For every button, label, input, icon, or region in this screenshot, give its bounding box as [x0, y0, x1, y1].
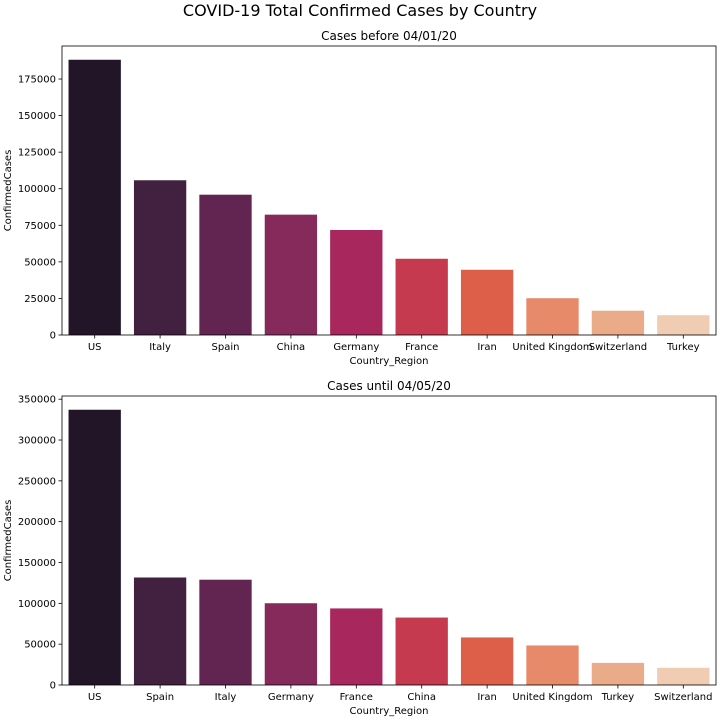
bar-spain — [199, 194, 252, 335]
x-axis-label: Country_Region — [350, 706, 429, 717]
y-tick-label: 75000 — [24, 221, 56, 232]
subplot-title: Cases before 04/01/20 — [321, 29, 457, 43]
x-tick-label: China — [407, 692, 436, 703]
x-tick-label: Switzerland — [654, 692, 712, 703]
x-tick-label: Turkey — [601, 692, 635, 703]
x-tick-label: Italy — [215, 692, 237, 703]
x-tick-label: Turkey — [666, 342, 700, 353]
y-tick-label: 25000 — [24, 294, 56, 305]
y-tick-label: 50000 — [24, 257, 56, 268]
bar-iran — [460, 637, 514, 685]
bar-china — [395, 617, 448, 685]
x-tick-label: Switzerland — [589, 342, 647, 353]
subplot-2: Cases until 04/05/20 0 50000 100000 150000 20… — [3, 379, 717, 717]
y-tick-label: 0 — [50, 331, 56, 342]
x-tick-label: US — [88, 342, 102, 353]
bar-switzerland — [591, 310, 645, 335]
y-tick-label: 200000 — [18, 517, 56, 528]
y-tick-label: 300000 — [18, 436, 56, 447]
x-tick-label: China — [277, 342, 306, 353]
x-tick-label: Italy — [149, 342, 171, 353]
plot-frame — [61, 395, 717, 686]
plot-frame — [61, 45, 717, 336]
bar-iran — [460, 269, 514, 335]
x-tick-label: Iran — [477, 342, 497, 353]
x-tick-label: Iran — [477, 692, 497, 703]
y-tick-label: 150000 — [18, 111, 56, 122]
x-tick-label: Spain — [146, 692, 174, 703]
y-tick-label: 50000 — [24, 640, 56, 651]
y-tick-label: 0 — [50, 681, 56, 692]
x-axis-label: Country_Region — [350, 356, 429, 367]
bar-france — [395, 258, 448, 335]
bar-turkey — [657, 315, 710, 335]
bar-switzerland — [657, 667, 710, 685]
x-tick-label: US — [88, 692, 102, 703]
bar-china — [264, 214, 318, 335]
bar-united-kingdom — [526, 298, 579, 335]
bar-us — [68, 59, 121, 335]
y-tick-label: 100000 — [18, 599, 56, 610]
bar-italy — [199, 579, 252, 685]
y-tick-label: 350000 — [18, 395, 56, 406]
subplot-title: Cases until 04/05/20 — [327, 379, 451, 393]
bar-france — [330, 608, 383, 685]
x-tick-label: United Kingdom — [512, 692, 592, 703]
x-tick-label: France — [340, 692, 373, 703]
y-tick-label: 250000 — [18, 476, 56, 487]
bar-us — [68, 409, 121, 685]
bar-germany — [330, 229, 383, 335]
x-tick-label: Germany — [333, 342, 379, 353]
y-axis-label: ConfirmedCases — [3, 150, 14, 232]
bar-united-kingdom — [526, 645, 579, 685]
bar-italy — [133, 180, 187, 335]
y-tick-label: 125000 — [18, 148, 56, 159]
bar-germany — [264, 603, 318, 685]
bar-turkey — [591, 662, 645, 685]
y-axis-label: ConfirmedCases — [3, 500, 14, 582]
figure-title: COVID-19 Total Confirmed Cases by Countr… — [182, 1, 538, 20]
x-tick-label: United Kingdom — [512, 342, 592, 353]
y-tick-label: 175000 — [18, 75, 56, 86]
x-tick-label: Spain — [212, 342, 240, 353]
y-tick-label: 100000 — [18, 184, 56, 195]
subplot-1: Cases before 04/01/20 0 25000 50000 75000 100… — [3, 29, 717, 367]
bar-spain — [133, 577, 187, 685]
x-tick-label: Germany — [268, 692, 314, 703]
x-tick-label: France — [405, 342, 438, 353]
y-tick-label: 150000 — [18, 558, 56, 569]
